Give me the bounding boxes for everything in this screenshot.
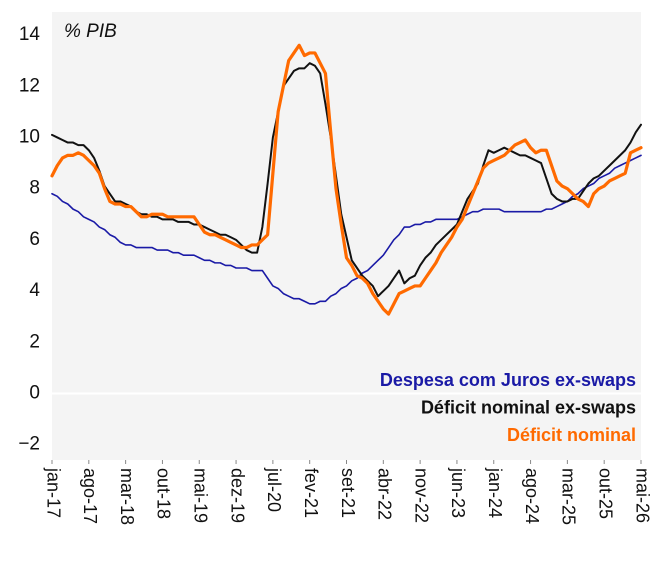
x-tick-label: ago-24 (522, 468, 542, 524)
unit-note: % PIB (64, 21, 117, 42)
y-tick-label: 14 (19, 24, 41, 45)
x-tick-label: jul-20 (264, 467, 284, 512)
y-tick-label: 0 (29, 382, 40, 403)
x-tick-label: mar-25 (559, 468, 579, 525)
series-line (50, 43, 643, 316)
legend-entry: Despesa com Juros ex-swaps (380, 370, 636, 390)
x-tick-label: mai-19 (191, 468, 211, 523)
x-tick-label: set-21 (338, 468, 358, 518)
x-tick-label: jan-17 (43, 467, 63, 518)
legend-entry: Déficit nominal (507, 425, 636, 445)
y-tick-label: −2 (18, 434, 40, 455)
x-tick-label: abr-22 (375, 468, 395, 520)
y-tick-label: 4 (29, 280, 40, 301)
x-tick-label: out-18 (154, 468, 174, 519)
series-line (51, 154, 642, 305)
x-tick-label: out-25 (595, 468, 615, 519)
x-tick-label: jun-23 (448, 467, 468, 518)
x-tick-label: fev-21 (301, 468, 321, 518)
y-tick-label: 2 (29, 331, 40, 352)
x-tick-label: mai-26 (632, 468, 652, 523)
y-tick-label: 10 (19, 126, 40, 147)
x-tick-label: mar-18 (117, 468, 137, 525)
y-tick-label: 12 (19, 75, 40, 96)
x-tick-label: jan-24 (485, 467, 505, 518)
y-tick-label: 6 (29, 229, 40, 250)
legend-entry: Déficit nominal ex-swaps (421, 397, 636, 417)
y-tick-label: 8 (29, 178, 40, 199)
x-tick-label: ago-17 (80, 468, 100, 524)
x-tick-label: nov-22 (411, 468, 431, 523)
x-tick-label: dez-19 (227, 468, 247, 523)
